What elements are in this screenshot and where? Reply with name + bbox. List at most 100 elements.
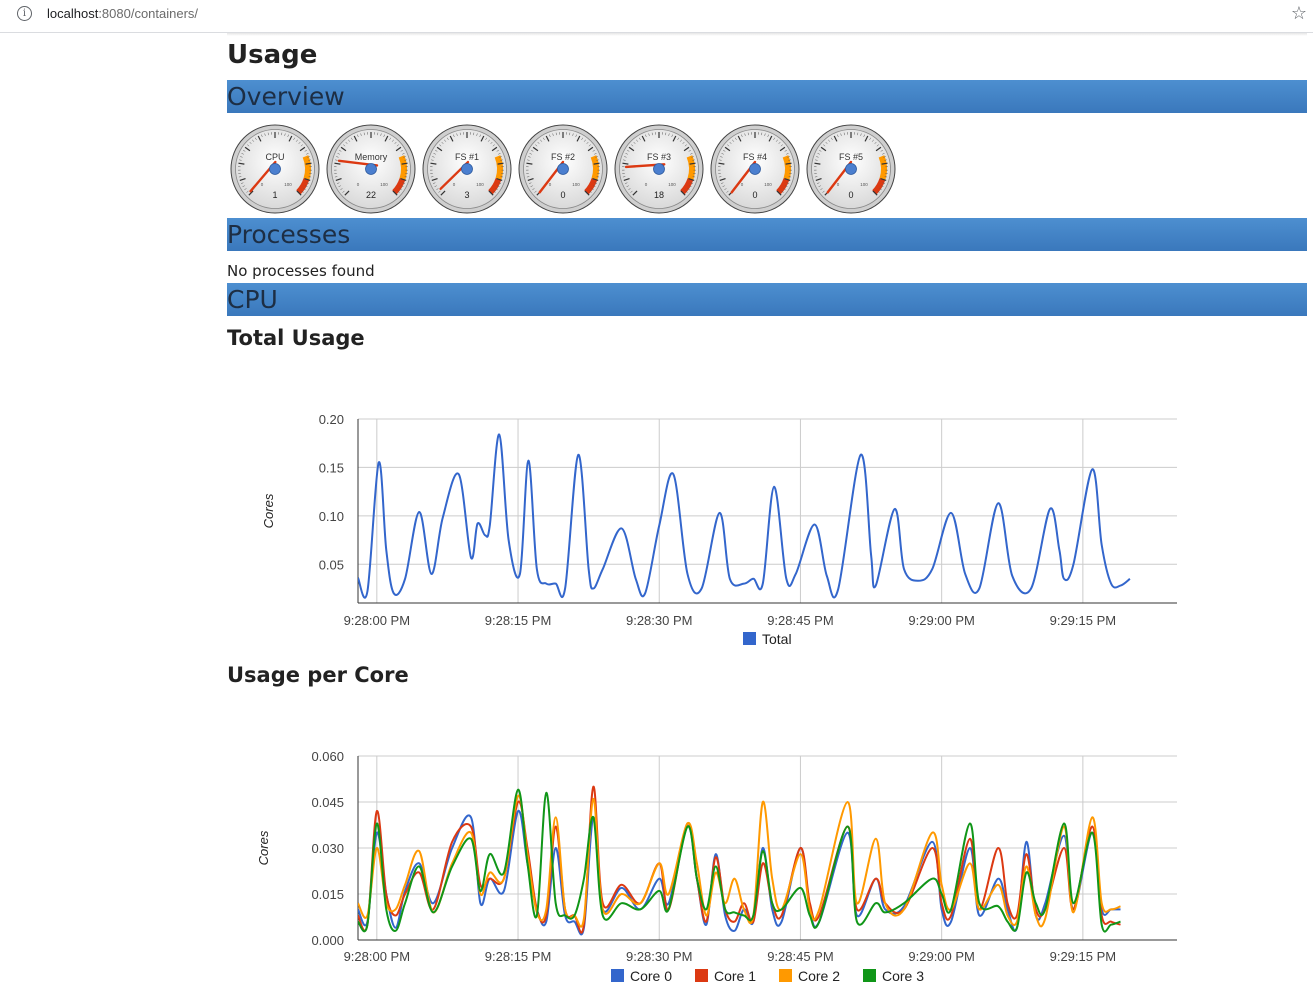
gauge-hub (845, 163, 857, 175)
x-tick-label: 9:29:15 PM (1050, 613, 1117, 628)
section-processes-header: Processes (227, 218, 1307, 251)
gauge-value: 3 (464, 190, 469, 200)
gauge-label: FS #5 (839, 152, 863, 162)
gauge-label: FS #4 (743, 152, 767, 162)
legend-label: Total (762, 631, 792, 647)
gauge-min-label: 0 (261, 182, 264, 187)
y-tick-label: 0.060 (311, 749, 344, 764)
gauge-label: FS #1 (455, 152, 479, 162)
browser-address-bar: i localhost:8080/containers/ ☆ (0, 0, 1313, 33)
gauge-yellow-zone (302, 155, 311, 181)
site-info-icon[interactable]: i (17, 6, 32, 21)
total-usage-heading: Total Usage (227, 326, 365, 350)
gauge-hub (557, 163, 569, 175)
x-tick-label: 9:28:15 PM (485, 613, 552, 628)
y-tick-label: 0.20 (319, 412, 344, 427)
legend-label: Core 2 (798, 968, 840, 984)
gauge-value: 0 (560, 190, 565, 200)
gauge-red-zone (584, 178, 598, 195)
gauge-fs-2: FS #2 0 100 0 (518, 124, 608, 214)
gauge-value: 22 (366, 190, 376, 200)
y-tick-label: 0.000 (311, 933, 344, 948)
legend-swatch (863, 969, 876, 982)
usage-per-core-chart: 0.000 0.015 0.030 0.045 0.060 9:28:00 PM 9:28:… (256, 749, 1177, 984)
bookmark-star-icon[interactable]: ☆ (1290, 3, 1307, 24)
processes-empty-text: No processes found (227, 262, 375, 280)
gauge-cpu: CPU 0 100 1 (230, 124, 320, 214)
gauge-label: Memory (355, 152, 388, 162)
gauge-max-label: 100 (476, 182, 484, 187)
x-tick-label: 9:28:45 PM (767, 949, 834, 964)
url-path: :8080/containers/ (98, 6, 199, 21)
section-overview-header: Overview (227, 80, 1307, 113)
y-tick-label: 0.030 (311, 841, 344, 856)
gauge-label: FS #2 (551, 152, 575, 162)
gauge-red-zone (488, 178, 502, 195)
gauge-hub (749, 163, 761, 175)
gauge-yellow-zone (878, 155, 887, 181)
gauge-yellow-zone (398, 155, 407, 181)
gauge-fs-5: FS #5 0 100 0 (806, 124, 896, 214)
gauge-hub (653, 163, 665, 175)
total-usage-chart: 0.05 0.10 0.15 0.20 9:28:00 PM 9:28:15 PM 9:28… (261, 412, 1177, 647)
gauge-max-label: 100 (572, 182, 580, 187)
series-line-core-3 (358, 788, 1121, 933)
legend-label: Core 3 (882, 968, 924, 984)
series-line-core-2 (358, 794, 1121, 928)
x-tick-label: 9:29:00 PM (908, 613, 975, 628)
gauge-hub (365, 163, 377, 175)
gauge-fs-3: FS #3 0 100 18 (614, 124, 704, 214)
gauge-min-label: 0 (741, 182, 744, 187)
gauge-max-label: 100 (668, 182, 676, 187)
gauge-max-label: 100 (764, 182, 772, 187)
content-top-shadow (227, 33, 1307, 36)
gauge-min-label: 0 (837, 182, 840, 187)
y-axis-title: Cores (261, 493, 276, 528)
gauge-yellow-zone (590, 155, 599, 181)
x-tick-label: 9:28:00 PM (344, 613, 411, 628)
gauge-yellow-zone (686, 155, 695, 181)
url-host: localhost (47, 6, 99, 21)
x-tick-label: 9:28:15 PM (485, 949, 552, 964)
y-tick-label: 0.015 (311, 887, 344, 902)
gauge-label: FS #3 (647, 152, 671, 162)
y-tick-label: 0.10 (319, 509, 344, 524)
gauge-value: 0 (848, 190, 853, 200)
gauge-row: CPU 0 100 1 Memory 0 100 22 FS #1 0 100 3 FS #2 0 100 0… (230, 124, 896, 214)
x-tick-label: 9:29:15 PM (1050, 949, 1117, 964)
gauge-fs-4: FS #4 0 100 0 (710, 124, 800, 214)
legend-swatch (611, 969, 624, 982)
gauge-red-zone (392, 178, 406, 195)
gauge-value: 18 (654, 190, 664, 200)
gauge-red-zone (680, 178, 694, 195)
x-tick-label: 9:29:00 PM (908, 949, 975, 964)
gauge-hub (461, 163, 473, 175)
gauge-red-zone (776, 178, 790, 195)
y-tick-label: 0.05 (319, 557, 344, 572)
gauge-max-label: 100 (860, 182, 868, 187)
address-url[interactable]: localhost:8080/containers/ (47, 6, 198, 21)
gauge-yellow-zone (782, 155, 791, 181)
x-tick-label: 9:28:30 PM (626, 613, 693, 628)
legend-label: Core 0 (630, 968, 672, 984)
gauge-value: 1 (272, 190, 277, 200)
usage-per-core-heading: Usage per Core (227, 663, 409, 687)
gauge-max-label: 100 (284, 182, 292, 187)
y-tick-label: 0.045 (311, 795, 344, 810)
y-tick-label: 0.15 (319, 460, 344, 475)
legend-swatch (743, 632, 756, 645)
series-line-total (358, 433, 1131, 599)
gauge-min-label: 0 (453, 182, 456, 187)
x-tick-label: 9:28:00 PM (344, 949, 411, 964)
gauge-min-label: 0 (357, 182, 360, 187)
gauge-value: 0 (752, 190, 757, 200)
y-axis-title: Cores (256, 830, 271, 865)
gauge-max-label: 100 (380, 182, 388, 187)
gauge-red-zone (872, 178, 886, 195)
legend-label: Core 1 (714, 968, 756, 984)
gauge-min-label: 0 (549, 182, 552, 187)
gauge-min-label: 0 (645, 182, 648, 187)
gauge-label: CPU (265, 152, 284, 162)
legend-swatch (695, 969, 708, 982)
gauge-fs-1: FS #1 0 100 3 (422, 124, 512, 214)
